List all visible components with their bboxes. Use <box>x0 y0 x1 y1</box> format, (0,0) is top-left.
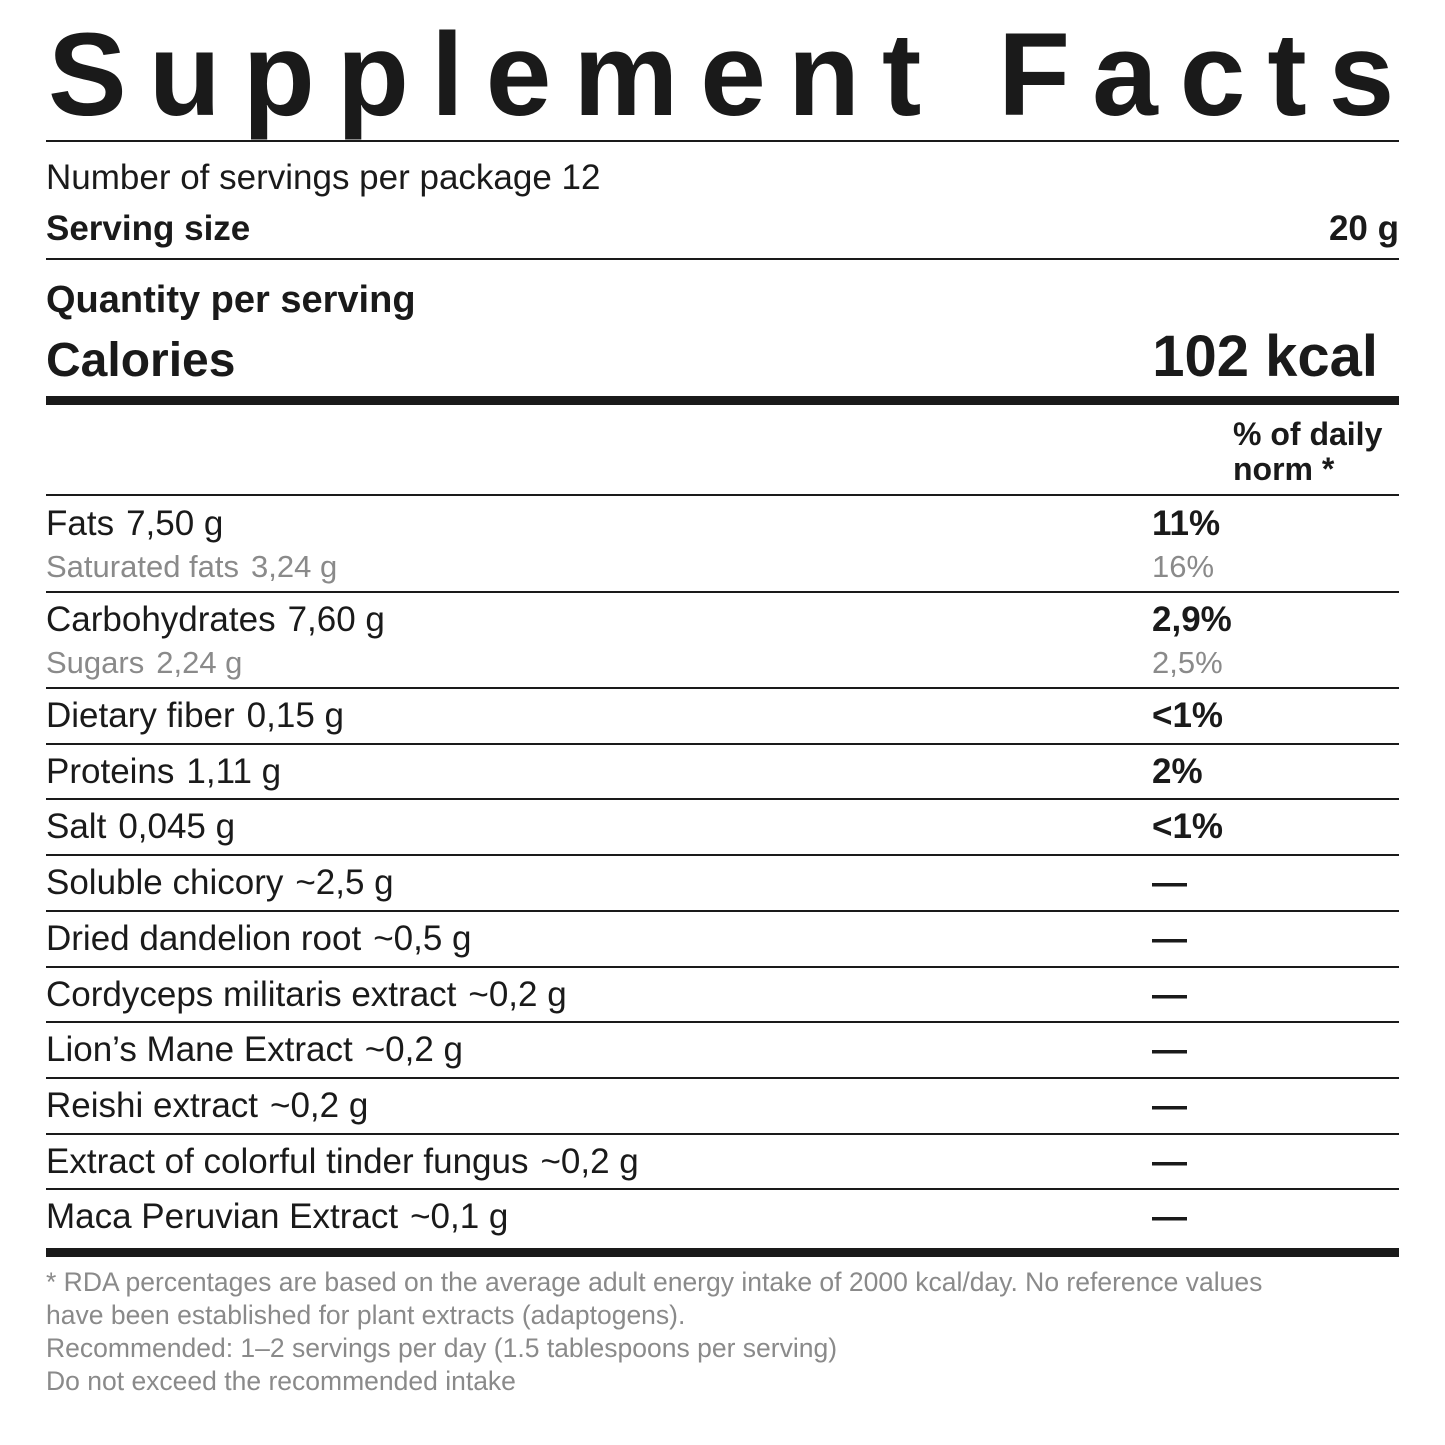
divider <box>46 910 1399 912</box>
servings-per-package: Number of servings per package 12 <box>46 158 601 197</box>
nutrient-percent: <1% <box>1152 696 1224 735</box>
nutrient-label: Extract of colorful tinder fungus <box>46 1141 529 1181</box>
serving-size-value: 20 g <box>1328 209 1399 248</box>
daily-norm-header-line: % of daily <box>1233 416 1383 452</box>
sub-nutrient-percent: 16% <box>1152 549 1215 584</box>
divider <box>46 1077 1399 1079</box>
nutrient-amount: 7,50 g <box>126 504 224 543</box>
nutrient-percent: — <box>1152 918 1187 958</box>
nutrient-name: Soluble chicory ~2,5 g <box>46 863 394 903</box>
nutrient-label: Fats <box>46 504 115 543</box>
sub-nutrient-label: Saturated fats <box>46 549 240 584</box>
nutrient-amount: 7,60 g <box>287 600 385 639</box>
nutrient-name: Lion’s Mane Extract ~0,2 g <box>46 1030 463 1070</box>
serving-size-label: Serving size <box>46 209 251 248</box>
nutrient-percent: 11% <box>1152 504 1221 543</box>
footnote-line: Do not exceed the recommended intake <box>46 1366 516 1396</box>
divider <box>46 1133 1399 1135</box>
divider <box>46 494 1399 496</box>
nutrient-amount: ~0,2 g <box>270 1085 369 1125</box>
nutrient-label: Salt <box>46 807 107 847</box>
daily-norm-header-line: norm * <box>1233 451 1335 487</box>
page-title: Supplement Facts <box>48 9 1417 141</box>
nutrient-amount: 0,15 g <box>246 696 344 735</box>
nutrient-amount: 1,11 g <box>186 751 282 791</box>
nutrient-percent: 2% <box>1152 751 1203 791</box>
nutrient-percent: — <box>1152 974 1187 1014</box>
nutrient-name: Maca Peruvian Extract ~0,1 g <box>46 1197 508 1237</box>
quantity-per-serving: Quantity per serving <box>46 279 416 321</box>
divider <box>46 258 1399 260</box>
nutrient-label: Reishi extract <box>46 1085 259 1125</box>
nutrient-amount: ~2,5 g <box>295 863 394 903</box>
sub-nutrient-name: Saturated fats 3,24 g <box>46 547 337 587</box>
nutrient-percent: — <box>1152 1197 1187 1237</box>
thick-divider <box>46 396 1399 405</box>
nutrient-amount: ~0,1 g <box>410 1197 509 1237</box>
divider <box>46 1188 1399 1190</box>
divider <box>46 966 1399 968</box>
divider <box>46 687 1399 689</box>
nutrient-label: Cordyceps militaris extract <box>46 974 457 1014</box>
divider <box>46 854 1399 856</box>
nutrient-name: Carbohydrates 7,60 g <box>46 600 385 640</box>
nutrient-label: Dried dandelion root <box>46 918 362 958</box>
divider <box>46 591 1399 593</box>
nutrient-percent: <1% <box>1152 807 1224 847</box>
nutrient-amount: ~0,2 g <box>540 1141 639 1181</box>
thick-divider <box>46 1248 1399 1257</box>
nutrient-label: Maca Peruvian Extract <box>46 1197 399 1237</box>
nutrient-percent: — <box>1152 1030 1187 1070</box>
nutrient-amount: ~0,2 g <box>364 1030 464 1070</box>
nutrient-name: Dietary fiber 0,15 g <box>46 696 344 736</box>
calories-label: Calories <box>46 334 236 387</box>
calories-value: 102 kcal <box>1152 324 1378 389</box>
nutrient-amount: ~0,5 g <box>373 918 472 958</box>
nutrient-name: Proteins 1,11 g <box>46 752 281 792</box>
nutrient-label: Proteins <box>46 751 175 791</box>
nutrient-percent: — <box>1152 863 1187 903</box>
nutrient-percent: — <box>1152 1141 1187 1181</box>
nutrient-percent: 2,9% <box>1152 600 1232 639</box>
sub-nutrient-amount: 3,24 g <box>251 549 338 584</box>
divider <box>46 1021 1399 1023</box>
footnote-line: Recommended: 1–2 servings per day (1.5 t… <box>46 1333 838 1363</box>
sub-nutrient-amount: 2,24 g <box>156 645 243 680</box>
nutrient-name: Cordyceps militaris extract ~0,2 g <box>46 975 567 1015</box>
sub-nutrient-label: Sugars <box>46 645 145 680</box>
nutrient-amount: ~0,2 g <box>468 974 567 1014</box>
nutrient-name: Salt 0,045 g <box>46 807 235 847</box>
nutrient-amount: 0,045 g <box>118 807 236 847</box>
divider <box>46 140 1399 142</box>
footnote-line: have been established for plant extracts… <box>46 1300 686 1330</box>
nutrient-label: Carbohydrates <box>46 600 276 639</box>
sub-nutrient-name: Sugars 2,24 g <box>46 643 242 683</box>
divider <box>46 743 1399 745</box>
nutrient-label: Dietary fiber <box>46 696 235 735</box>
nutrient-name: Reishi extract ~0,2 g <box>46 1086 368 1126</box>
nutrient-name: Fats 7,50 g <box>46 504 223 544</box>
nutrient-label: Lion’s Mane Extract <box>46 1030 353 1070</box>
footnote-line: * RDA percentages are based on the avera… <box>46 1267 1263 1297</box>
daily-norm-header: % of daily norm * <box>1233 417 1382 487</box>
nutrient-label: Soluble chicory <box>46 863 284 903</box>
sub-nutrient-percent: 2,5% <box>1152 645 1223 680</box>
nutrient-name: Dried dandelion root ~0,5 g <box>46 919 472 959</box>
nutrient-name: Extract of colorful tinder fungus ~0,2 g <box>46 1142 639 1182</box>
nutrient-percent: — <box>1152 1085 1187 1125</box>
divider <box>46 798 1399 800</box>
